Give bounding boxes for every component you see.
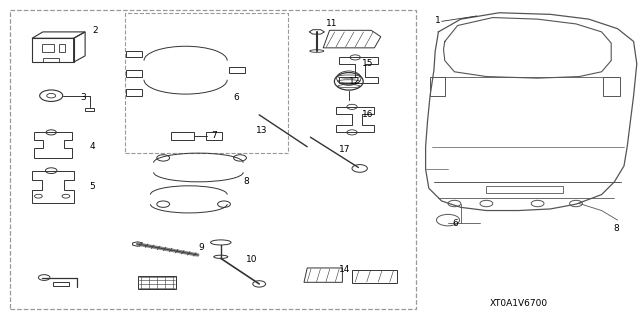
Text: 8: 8 [243, 177, 249, 186]
Text: 6: 6 [234, 93, 239, 102]
Text: 8: 8 [614, 224, 619, 233]
Text: 14: 14 [339, 265, 351, 274]
Text: 5: 5 [90, 182, 95, 191]
Text: 1: 1 [435, 16, 441, 25]
Text: 17: 17 [339, 145, 351, 154]
Text: XT0A1V6700: XT0A1V6700 [490, 299, 547, 308]
Text: 13: 13 [256, 126, 268, 135]
Text: 2: 2 [93, 26, 99, 35]
Text: 12: 12 [349, 77, 360, 86]
Text: 7: 7 [211, 131, 217, 140]
Text: 4: 4 [90, 142, 95, 151]
Text: 3: 3 [80, 93, 86, 102]
Text: 11: 11 [326, 19, 338, 28]
Text: 16: 16 [362, 110, 373, 119]
Text: 6: 6 [453, 219, 458, 228]
Text: 15: 15 [362, 59, 373, 68]
Text: 9: 9 [198, 243, 204, 252]
Text: 10: 10 [246, 256, 258, 264]
